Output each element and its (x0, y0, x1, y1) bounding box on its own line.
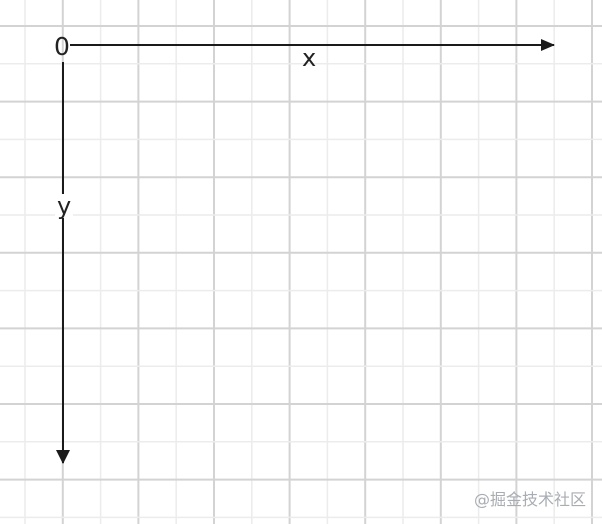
watermark: @掘金技术社区 (473, 490, 586, 509)
x-axis-label: x (302, 44, 317, 72)
y-axis-label: y (55, 192, 74, 220)
origin-label: 0 (54, 32, 70, 61)
